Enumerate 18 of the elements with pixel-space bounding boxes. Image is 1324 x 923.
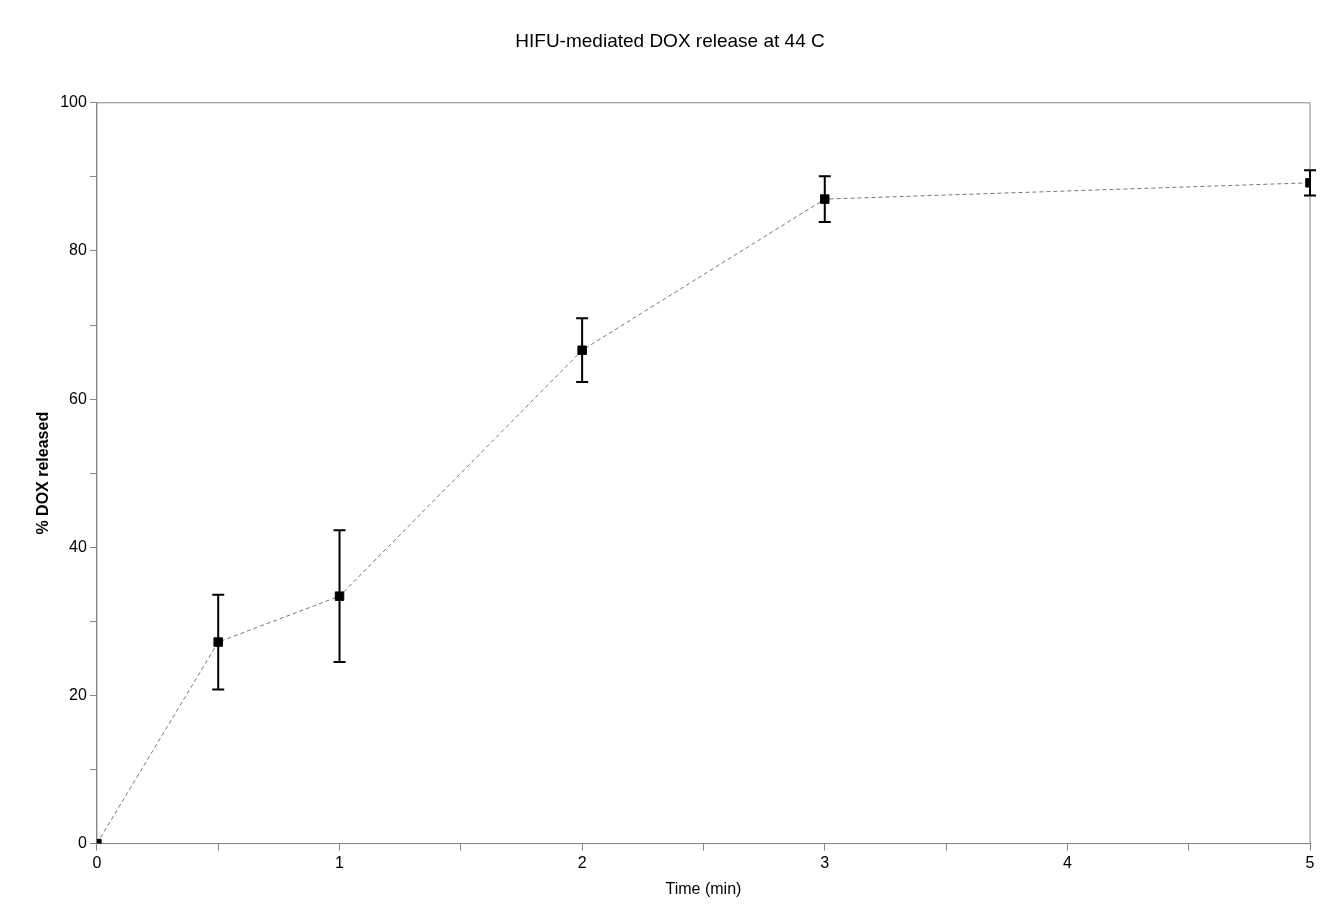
y-axis-title: % DOX released (34, 411, 52, 535)
x-tick-label: 2 (577, 853, 587, 871)
point (577, 345, 587, 355)
x-tick-label: 4 (1062, 853, 1072, 871)
point (820, 194, 830, 204)
y-tick-label: 80 (69, 241, 87, 259)
x-axis-title: Time (min) (665, 879, 742, 897)
x-tick-label: 5 (1305, 853, 1315, 871)
y-tick-label: 20 (69, 685, 87, 703)
y-tick-label: 40 (69, 537, 87, 555)
chart-title: HIFU-mediated DOX release at 44 C (515, 29, 825, 51)
x-tick-label: 3 (820, 853, 830, 871)
x-tick-label: 0 (92, 853, 102, 871)
y-tick-label: 100 (60, 93, 87, 111)
point (213, 637, 223, 647)
y-tick-label: 0 (77, 834, 87, 852)
y-tick-label: 60 (69, 389, 87, 407)
x-tick-label: 1 (335, 853, 345, 871)
